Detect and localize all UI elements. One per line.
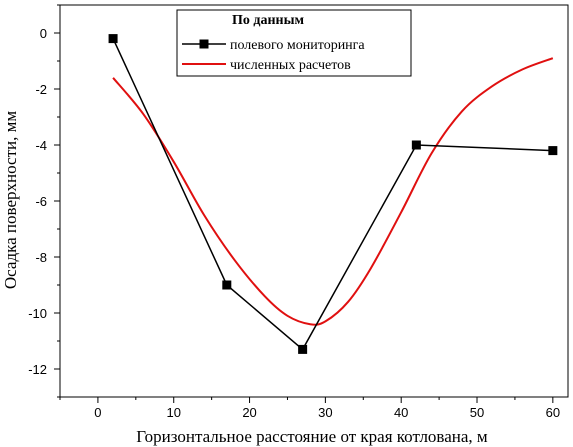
x-tick-label: 30 xyxy=(318,405,332,420)
data-point-field xyxy=(108,34,118,44)
series-layer xyxy=(108,34,558,354)
y-axis: 0 -2 -4 -6 -8 -10 -12 xyxy=(28,4,60,398)
x-tick-label: 60 xyxy=(546,405,560,420)
y-tick-label: -4 xyxy=(35,138,47,153)
legend-label-numerical: численных расчетов xyxy=(230,58,351,73)
data-point-field xyxy=(548,146,558,156)
legend-items: полевого мониторинга численных расчетов xyxy=(182,38,365,73)
series-line-numerical xyxy=(112,57,554,326)
x-tick-label: 40 xyxy=(394,405,408,420)
legend: По данным полевого мониторинга численных … xyxy=(176,9,412,77)
x-tick-label: 20 xyxy=(242,405,256,420)
x-axis-title: Горизонтальное расстояние от края котлов… xyxy=(136,427,488,446)
y-tick-label: -12 xyxy=(28,362,47,377)
data-point-field xyxy=(298,344,308,354)
y-tick-label: -8 xyxy=(35,250,47,265)
data-point-field xyxy=(411,140,421,150)
y-tick-label: -2 xyxy=(35,82,47,97)
legend-marker-field xyxy=(199,39,209,49)
x-tick-label: 50 xyxy=(470,405,484,420)
legend-label-field: полевого мониторинга xyxy=(230,38,365,53)
y-axis-title: Осадка поверхности, мм xyxy=(1,111,20,289)
x-tick-label: 0 xyxy=(94,405,101,420)
x-tick-label: 10 xyxy=(166,405,180,420)
x-axis: 0 10 20 30 40 50 60 xyxy=(59,397,560,420)
legend-title: По данным xyxy=(232,13,305,28)
y-tick-label: -6 xyxy=(35,194,47,209)
y-tick-label: -10 xyxy=(28,306,47,321)
y-tick-label: 0 xyxy=(40,26,47,41)
series-line-field xyxy=(112,38,553,351)
data-point-field xyxy=(222,280,232,290)
